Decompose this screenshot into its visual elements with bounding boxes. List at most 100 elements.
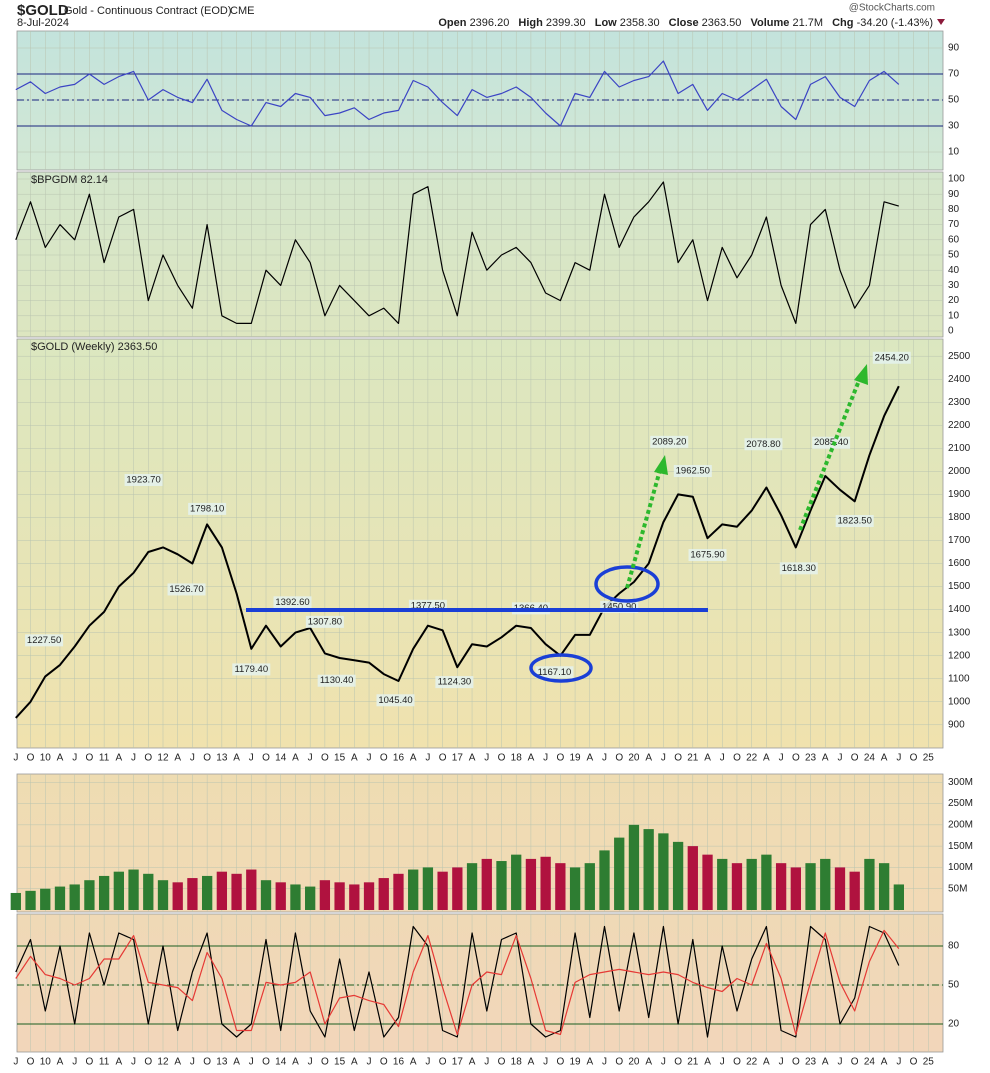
x-tick-label: A <box>174 753 181 764</box>
y-tick-label: 1300 <box>948 627 971 638</box>
x-tick-label: A <box>116 1057 123 1068</box>
y-tick-label: 1800 <box>948 512 971 523</box>
x-tick-label: 10 <box>40 753 52 764</box>
annotation-label: 1377.50 <box>411 600 445 611</box>
volume-bar <box>363 882 375 910</box>
annotation-label: 1618.30 <box>782 563 816 574</box>
panel-title: $BPGDM 82.14 <box>31 174 108 186</box>
x-tick-label: 19 <box>570 1057 582 1068</box>
x-tick-label: J <box>896 753 901 764</box>
x-tick-label: A <box>704 753 711 764</box>
annotation-box <box>376 694 415 707</box>
volume-bar <box>746 858 757 910</box>
y-tick-label: 60 <box>948 234 960 245</box>
x-tick-label: J <box>779 1057 784 1068</box>
volume-bar <box>216 871 228 910</box>
volume-bar <box>422 867 434 910</box>
volume-bar <box>805 863 816 910</box>
x-tick-label: A <box>233 753 240 764</box>
panel-background <box>16 171 944 338</box>
y-tick-label: 40 <box>948 265 960 276</box>
x-tick-label: 15 <box>334 753 346 764</box>
volume-bar <box>84 880 95 910</box>
volume-bar <box>290 884 301 910</box>
x-tick-label: O <box>27 753 35 764</box>
x-tick-label: A <box>116 753 123 764</box>
y-tick-label: 90 <box>948 43 960 54</box>
watermark: @StockCharts.com <box>849 3 935 14</box>
menu-arrow[interactable] <box>937 19 945 25</box>
annotation-label: 1179.40 <box>234 664 268 675</box>
x-tick-label: 18 <box>511 753 523 764</box>
trend-arrow <box>798 377 862 531</box>
x-tick-label: 17 <box>452 1057 464 1068</box>
volume-bar <box>437 871 448 910</box>
volume-bar <box>511 854 522 910</box>
y-tick-label: 70 <box>948 219 960 230</box>
annotation-box <box>435 676 474 689</box>
y-tick-label: 1500 <box>948 581 971 592</box>
annotation-box <box>273 596 312 609</box>
x-tick-label: J <box>543 1057 548 1068</box>
annotation-box <box>188 502 227 515</box>
volume-bar <box>878 863 890 910</box>
x-tick-label: J <box>661 753 666 764</box>
stat-label: Chg <box>832 17 853 29</box>
y-tick-label: 1000 <box>948 696 971 707</box>
x-tick-label: 21 <box>687 1057 699 1068</box>
volume-bar <box>452 867 463 910</box>
x-tick-label: A <box>528 753 535 764</box>
y-tick-label: 200M <box>948 819 973 830</box>
x-tick-label: J <box>190 753 195 764</box>
series-line <box>15 385 900 719</box>
x-tick-label: O <box>144 1057 152 1068</box>
x-tick-label: 24 <box>864 1057 876 1068</box>
volume-bar <box>717 858 728 910</box>
volume-bar <box>275 882 286 910</box>
y-tick-label: 100 <box>948 174 965 185</box>
stat-value: 2363.50 <box>702 17 742 29</box>
stat-label: Open <box>438 17 466 29</box>
x-tick-label: O <box>910 753 918 764</box>
annotation-label: 1823.50 <box>838 516 872 527</box>
x-tick-label: O <box>203 753 211 764</box>
y-tick-label: 30 <box>948 280 960 291</box>
y-tick-label: 80 <box>948 204 960 215</box>
x-tick-label: A <box>410 753 417 764</box>
volume-bar <box>481 858 492 910</box>
y-tick-label: 20 <box>948 1019 960 1030</box>
x-tick-label: O <box>556 1057 564 1068</box>
x-tick-label: J <box>602 753 607 764</box>
x-tick-label: A <box>57 1057 64 1068</box>
y-tick-label: 1900 <box>948 489 971 500</box>
x-tick-label: O <box>615 753 623 764</box>
volume-bar <box>775 863 787 910</box>
x-tick-label: O <box>733 753 741 764</box>
x-tick-label: J <box>779 753 784 764</box>
x-tick-label: 23 <box>805 753 817 764</box>
volume-bar <box>584 863 595 910</box>
volume-bar <box>569 867 581 910</box>
x-tick-label: A <box>763 753 770 764</box>
x-tick-label: O <box>27 1057 35 1068</box>
x-tick-label: 19 <box>570 753 582 764</box>
volume-bar <box>10 892 21 910</box>
annotation-label: 1045.40 <box>378 695 412 706</box>
stats: Open 2396.20 High 2399.30 Low 2358.30 Cl… <box>438 17 933 29</box>
y-tick-label: 10 <box>948 147 960 158</box>
volume-bar <box>25 890 36 910</box>
x-tick-label: 25 <box>923 753 935 764</box>
x-tick-label: 18 <box>511 1057 523 1068</box>
x-tick-label: A <box>292 1057 299 1068</box>
x-tick-label: A <box>469 1057 476 1068</box>
volume-bar <box>378 878 389 910</box>
x-tick-label: J <box>249 753 254 764</box>
volume-bar <box>128 869 139 910</box>
volume-bar <box>334 882 345 910</box>
x-tick-label: J <box>72 753 77 764</box>
volume-bar <box>672 841 684 910</box>
volume-bar <box>319 880 331 910</box>
x-tick-label: J <box>896 1057 901 1068</box>
stat-label: High <box>518 17 543 29</box>
x-tick-label: 13 <box>216 1057 228 1068</box>
